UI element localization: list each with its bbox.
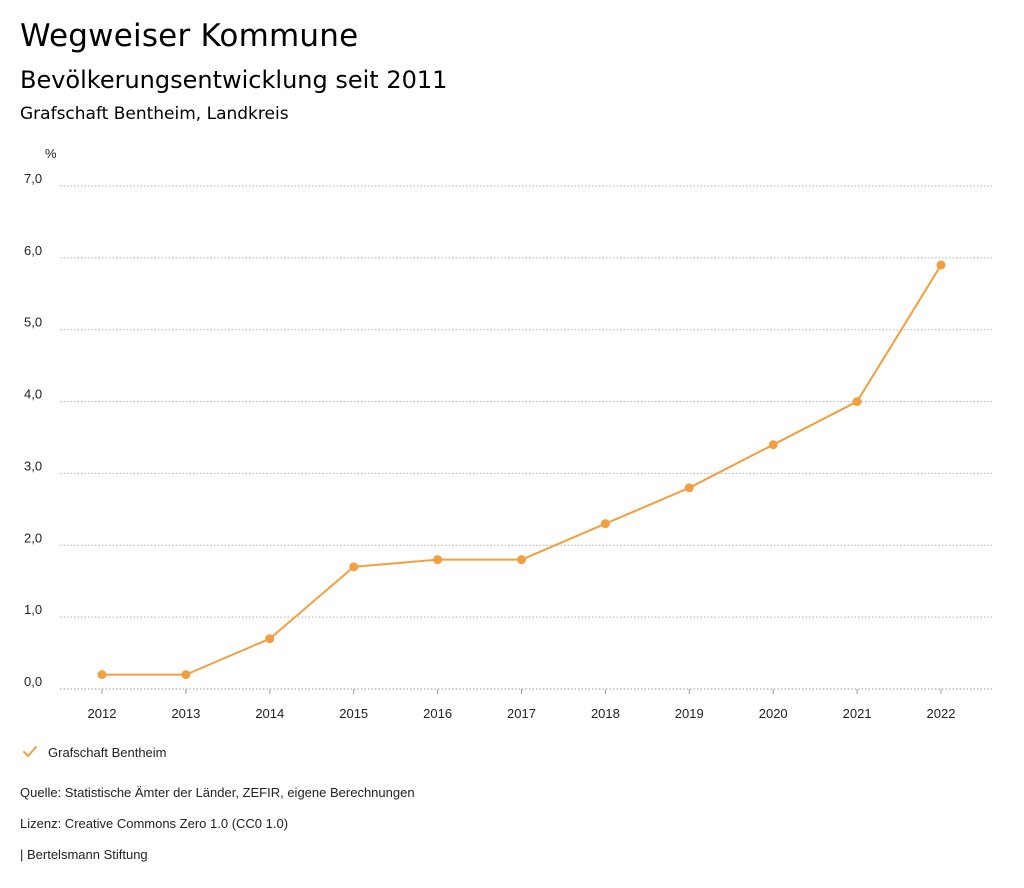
x-tick-label: 2015 — [339, 706, 368, 721]
x-tick-label: 2013 — [171, 706, 200, 721]
data-point[interactable] — [181, 670, 191, 680]
x-tick-label: 2014 — [255, 706, 284, 721]
data-point[interactable] — [517, 555, 526, 565]
publisher-note: | Bertelsmann Stiftung — [20, 847, 148, 862]
chart-subtitle: Bevölkerungsentwicklung seit 2011 — [20, 66, 448, 94]
grid-layer — [60, 185, 992, 690]
x-tick-label: 2017 — [507, 706, 536, 721]
page-title: Wegweiser Kommune — [20, 18, 359, 54]
x-tick-label: 2022 — [927, 706, 956, 721]
y-tick-label: 1,0 — [24, 602, 42, 617]
x-tick-label: 2020 — [759, 706, 788, 721]
y-tick-label: 2,0 — [24, 530, 42, 545]
legend-label: Grafschaft Bentheim — [48, 744, 167, 760]
x-tick-label: 2012 — [88, 706, 117, 721]
data-point[interactable] — [265, 634, 275, 644]
line-chart: % 0,01,02,03,04,05,06,07,0 2012 2013 2014 2… — [24, 146, 992, 721]
y-tick-label: 0,0 — [24, 674, 42, 689]
series-layer — [97, 260, 946, 680]
legend[interactable]: Grafschaft Bentheim — [22, 744, 167, 760]
data-point[interactable] — [852, 397, 862, 407]
y-tick-label: 4,0 — [24, 387, 42, 402]
data-point[interactable] — [349, 562, 359, 572]
check-icon — [23, 746, 37, 757]
x-axis-ticks: 2012 2013 2014 2015 2016 2017 2018 2019 2020 2021… — [88, 689, 956, 721]
y-tick-label: 3,0 — [24, 458, 42, 473]
x-tick-label: 2021 — [843, 706, 872, 721]
y-tick-label: 7,0 — [24, 171, 42, 186]
region-name: Grafschaft Bentheim, Landkreis — [20, 104, 289, 124]
series-line — [102, 264, 942, 676]
data-point[interactable] — [97, 670, 107, 680]
data-point[interactable] — [600, 519, 610, 529]
x-tick-label: 2019 — [675, 706, 704, 721]
license-note: Lizenz: Creative Commons Zero 1.0 (CC0 1… — [20, 816, 289, 831]
data-point[interactable] — [768, 440, 778, 450]
y-axis-ticks: 0,0 1,0 2,0 3,0 4,0 5,0 6,0 7,0 — [24, 171, 42, 689]
y-tick-label: 5,0 — [24, 315, 42, 330]
y-tick-label: 6,0 — [24, 243, 42, 258]
y-axis-unit-label: % — [45, 146, 57, 161]
x-tick-label: 2018 — [591, 706, 620, 721]
data-point[interactable] — [936, 260, 946, 270]
x-tick-label: 2016 — [423, 706, 452, 721]
data-point[interactable] — [684, 483, 694, 493]
data-point[interactable] — [433, 555, 443, 565]
source-note: Quelle: Statistische Ämter der Länder, Z… — [20, 785, 415, 800]
